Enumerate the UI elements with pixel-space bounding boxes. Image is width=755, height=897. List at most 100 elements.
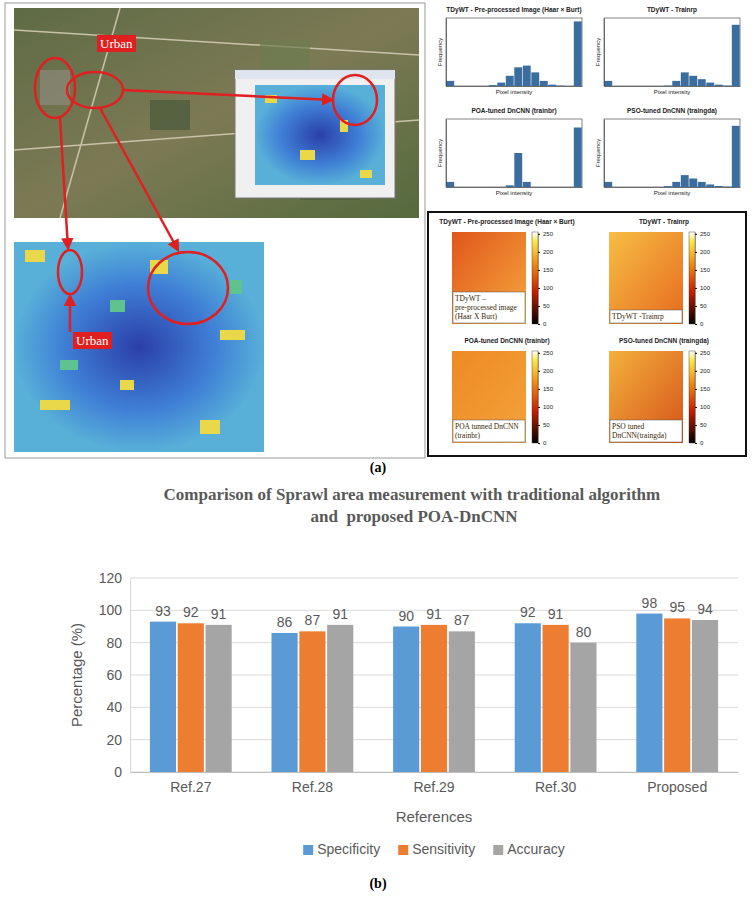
y-axis-title: Percentage (%) bbox=[68, 623, 85, 727]
data-label: 90 bbox=[398, 608, 414, 624]
histogram-bar bbox=[621, 187, 629, 188]
tick: 100 bbox=[695, 285, 711, 291]
bars bbox=[604, 25, 739, 86]
tick-label: 50 bbox=[543, 303, 550, 309]
histogram-bar bbox=[715, 186, 723, 187]
annotation-box bbox=[453, 292, 525, 323]
bar bbox=[299, 631, 325, 772]
histogram-bar bbox=[638, 86, 646, 87]
plot-frame bbox=[446, 119, 582, 187]
histogram-bar bbox=[446, 182, 454, 187]
legend-item: Specificity bbox=[303, 841, 380, 857]
tick-mark bbox=[695, 389, 697, 390]
tick-mark bbox=[695, 288, 697, 289]
histogram-bar bbox=[732, 25, 740, 86]
histogram-bar bbox=[514, 153, 522, 187]
x-axis-title: References bbox=[396, 808, 473, 825]
histogram-bar bbox=[732, 126, 740, 187]
plot-frame bbox=[446, 18, 582, 86]
data-label: 95 bbox=[669, 599, 685, 615]
tick-label: 40 bbox=[106, 699, 122, 715]
arrow bbox=[60, 118, 68, 248]
histogram-bar bbox=[604, 81, 612, 86]
tick-mark bbox=[695, 252, 697, 253]
data-label: 93 bbox=[155, 603, 171, 619]
axis-line bbox=[131, 772, 739, 773]
axis-line bbox=[538, 233, 539, 325]
histogram-bar bbox=[489, 187, 497, 188]
bar bbox=[636, 614, 662, 772]
histogram-bar bbox=[506, 185, 514, 187]
colorbar bbox=[689, 232, 695, 324]
field bbox=[260, 40, 310, 70]
heatmap-image bbox=[14, 242, 264, 452]
axis-line bbox=[604, 120, 605, 188]
tick-mark bbox=[695, 371, 697, 372]
tick-label: 100 bbox=[700, 404, 711, 410]
bars bbox=[446, 128, 581, 188]
histogram-bar bbox=[698, 79, 706, 86]
heatmap-frame bbox=[428, 212, 746, 456]
tick-label: 50 bbox=[700, 303, 707, 309]
tick: 150 bbox=[538, 386, 554, 392]
histogram-bar bbox=[613, 86, 621, 87]
highlight-circle bbox=[58, 250, 82, 294]
histogram-bar bbox=[706, 184, 714, 187]
tick: 120 bbox=[99, 570, 130, 586]
tick-label: 200 bbox=[700, 368, 711, 374]
y-axis bbox=[604, 120, 605, 188]
heatmap-image bbox=[609, 351, 683, 443]
urban-label: Urban bbox=[97, 35, 136, 52]
tick: 50 bbox=[538, 422, 550, 428]
legend-swatch bbox=[303, 845, 313, 855]
histogram-bar bbox=[472, 187, 480, 188]
heatmap-panel: TDyWT - Pre-processed Image (Haar × Burt… bbox=[428, 212, 746, 456]
satellite-image bbox=[14, 8, 419, 218]
tick-label: 100 bbox=[543, 285, 554, 291]
heatmap-title: POA-tuned DnCNN (trainbr) bbox=[464, 337, 549, 345]
axis-line bbox=[695, 352, 696, 444]
tick: 150 bbox=[695, 386, 711, 392]
tick: 100 bbox=[695, 404, 711, 410]
chart-title: TDyWT - Trainrp bbox=[647, 6, 697, 14]
tick: 250 bbox=[538, 231, 554, 237]
tick: 100 bbox=[538, 285, 554, 291]
annotation-box bbox=[453, 420, 525, 442]
tick: 0 bbox=[695, 321, 704, 327]
legend-item: Accuracy bbox=[493, 841, 565, 857]
page: UrbanUrbanTDyWT - Pre-processed Image (H… bbox=[0, 0, 755, 897]
chart-title: PSO-tuned DnCNN (traingda) bbox=[627, 107, 717, 115]
tick-label: Ref.30 bbox=[535, 779, 576, 795]
histogram-bar bbox=[446, 81, 454, 86]
tick-label: Proposed bbox=[647, 779, 707, 795]
tick-mark bbox=[695, 270, 697, 271]
tick-mark bbox=[538, 324, 540, 325]
chart-title: TDyWT - Pre-processed Image (Haar × Burt… bbox=[446, 6, 581, 14]
hot-spot bbox=[25, 250, 45, 262]
heatmap-image bbox=[452, 232, 526, 324]
y-axis-title: Frequency bbox=[437, 139, 443, 167]
histogram-bar bbox=[689, 76, 697, 86]
tick-label: 100 bbox=[700, 285, 711, 291]
histogram-bar bbox=[531, 187, 539, 188]
bar bbox=[393, 627, 419, 773]
tick-label: Ref.28 bbox=[292, 779, 333, 795]
histogram-bar bbox=[655, 86, 663, 87]
tick-mark bbox=[695, 407, 697, 408]
tick: 200 bbox=[695, 368, 711, 374]
tick-mark bbox=[538, 353, 540, 354]
panel-a-right: TDyWT - Pre-processed Image (Haar × Burt… bbox=[437, 6, 741, 196]
histogram-bar bbox=[557, 85, 565, 86]
histogram-bar bbox=[604, 182, 612, 187]
histogram-bar bbox=[455, 187, 463, 188]
tick: Ref.29 bbox=[413, 772, 454, 795]
tick: 20 bbox=[106, 732, 130, 748]
tick-label: 250 bbox=[543, 350, 554, 356]
panel-a-left: UrbanUrban bbox=[5, 3, 425, 458]
axis-line bbox=[446, 120, 447, 188]
histogram-bar bbox=[638, 187, 646, 188]
tick-mark bbox=[695, 306, 697, 307]
tick: 50 bbox=[538, 303, 550, 309]
bar-chart: Comparison of Sprawl area measurement wi… bbox=[68, 485, 739, 857]
data-labels: 938690929892879191959191878094 bbox=[155, 595, 713, 640]
